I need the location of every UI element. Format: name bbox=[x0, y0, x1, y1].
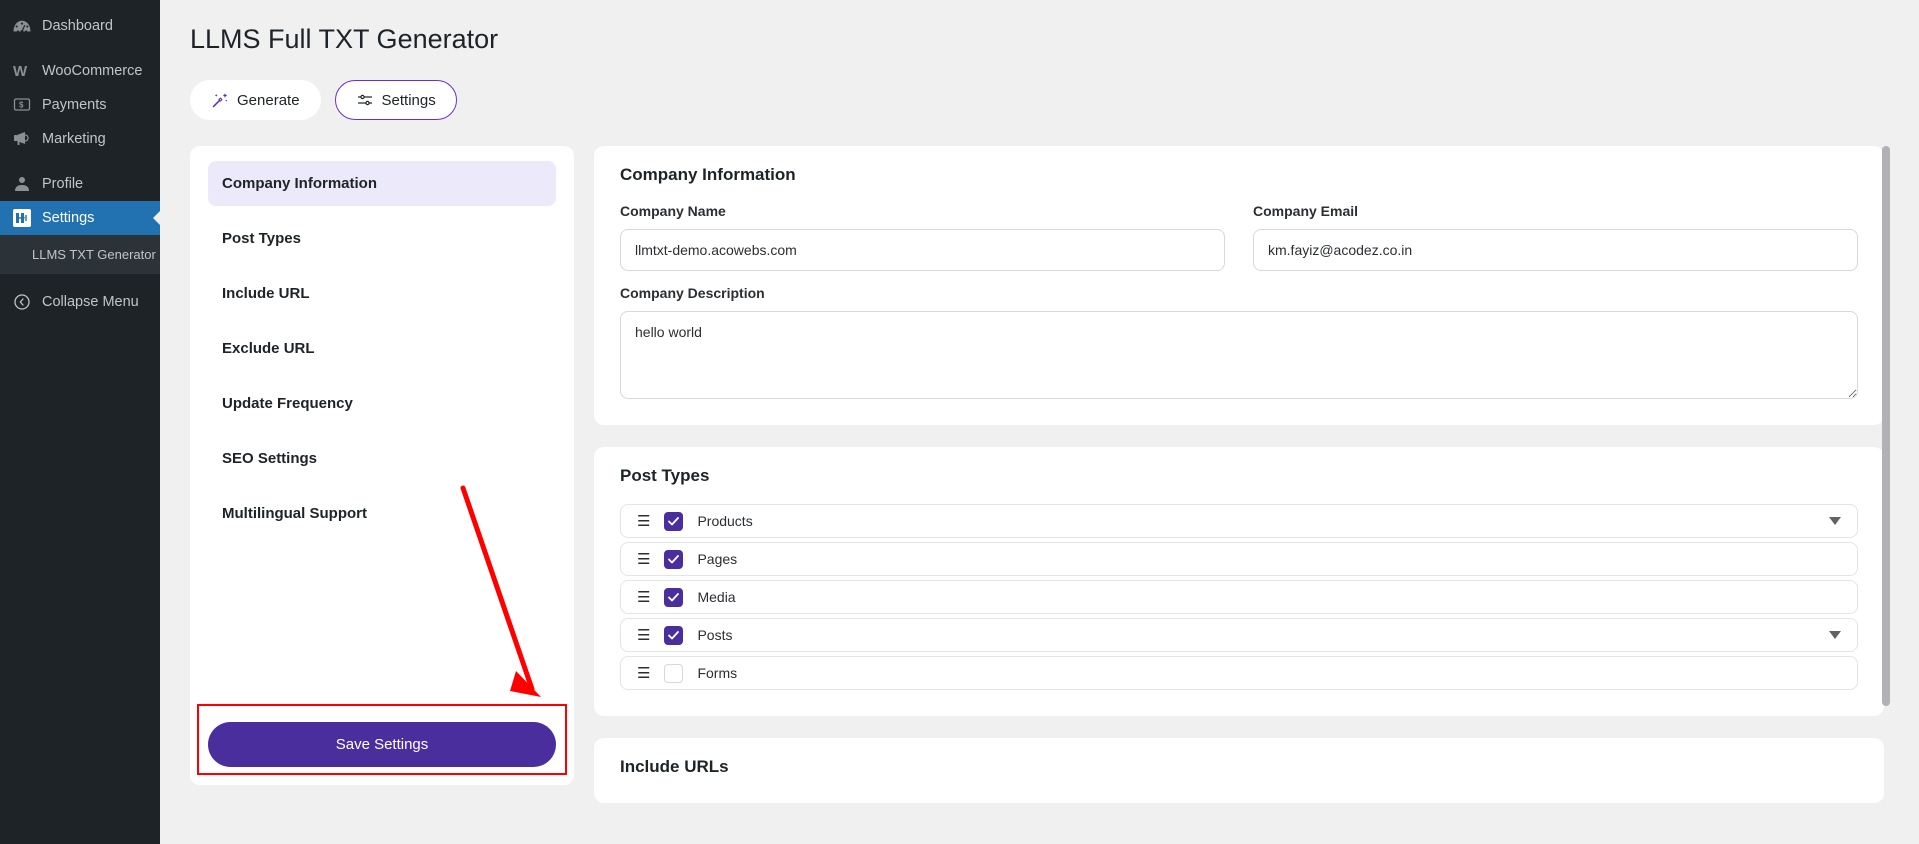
svg-text:W: W bbox=[13, 63, 28, 80]
svg-text:$: $ bbox=[19, 101, 24, 110]
